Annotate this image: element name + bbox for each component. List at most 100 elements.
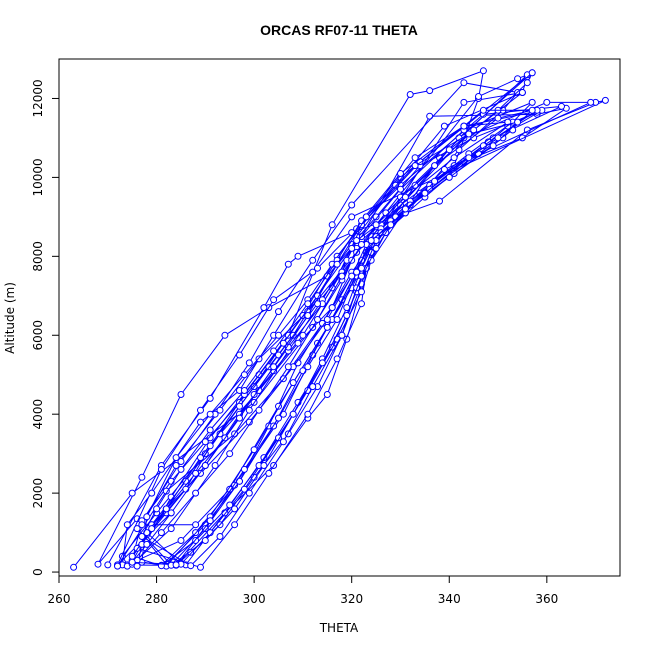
data-point xyxy=(338,272,346,280)
data-point xyxy=(475,93,482,100)
data-point xyxy=(289,379,297,387)
y-tick-label: 2000 xyxy=(31,478,45,509)
x-tick-label: 320 xyxy=(340,592,363,606)
data-point xyxy=(514,75,522,83)
data-point xyxy=(323,316,331,323)
x-tick-label: 360 xyxy=(535,592,558,606)
series-7 xyxy=(128,118,522,569)
data-point xyxy=(245,359,253,367)
data-point xyxy=(216,406,224,414)
data-point xyxy=(318,359,326,367)
data-point xyxy=(431,177,439,185)
data-point xyxy=(445,146,453,154)
chart-title: ORCAS RF07-11 THETA xyxy=(260,22,418,38)
y-tick-label: 4000 xyxy=(31,399,45,430)
data-point xyxy=(362,213,370,221)
data-point xyxy=(494,114,502,122)
data-point xyxy=(192,521,200,529)
data-point xyxy=(411,154,419,162)
data-point xyxy=(206,517,214,525)
data-point xyxy=(528,69,536,77)
data-point xyxy=(601,96,609,104)
data-point xyxy=(143,540,151,548)
data-point xyxy=(426,87,434,95)
data-point xyxy=(372,221,380,229)
data-point xyxy=(460,98,468,106)
x-tick-label: 340 xyxy=(438,592,461,606)
data-point xyxy=(358,288,365,296)
y-axis-label: Altitude (m) xyxy=(3,282,17,354)
data-point xyxy=(436,197,443,205)
data-point xyxy=(216,533,224,540)
y-tick-label: 6000 xyxy=(31,320,45,351)
data-point xyxy=(206,434,214,442)
data-point xyxy=(397,185,404,193)
data-point xyxy=(284,363,292,371)
data-point xyxy=(187,562,195,570)
data-point xyxy=(333,355,341,363)
data-point xyxy=(255,406,263,414)
data-point xyxy=(358,300,365,308)
data-point xyxy=(309,268,317,276)
data-point xyxy=(275,331,282,339)
data-point xyxy=(260,304,268,312)
data-point xyxy=(518,89,526,96)
data-point xyxy=(294,252,302,260)
data-point xyxy=(460,79,468,87)
data-point xyxy=(172,454,180,462)
data-point xyxy=(421,189,429,197)
data-point xyxy=(314,264,321,272)
data-point xyxy=(323,323,331,331)
data-point xyxy=(304,300,312,308)
data-point xyxy=(236,351,243,359)
data-point xyxy=(138,473,146,481)
data-point xyxy=(206,426,214,434)
data-point xyxy=(445,173,453,181)
data-point xyxy=(172,462,180,469)
data-point xyxy=(406,91,414,98)
data-point xyxy=(348,213,356,221)
data-point xyxy=(192,469,200,477)
data-point xyxy=(128,489,136,497)
data-point xyxy=(148,489,156,497)
data-point xyxy=(440,122,448,130)
y-axis: 0 2000 4000 6000 8000 10000 12000 xyxy=(31,79,60,576)
data-point xyxy=(114,562,121,570)
data-point xyxy=(201,537,209,544)
data-point xyxy=(279,438,287,446)
data-point xyxy=(284,260,292,268)
data-point xyxy=(197,454,204,462)
data-point xyxy=(197,406,204,414)
x-axis: 260 280 300 320 340 360 xyxy=(48,575,558,606)
series-line xyxy=(131,121,520,566)
data-point xyxy=(328,304,336,312)
data-point xyxy=(333,260,341,268)
data-point xyxy=(70,563,78,571)
data-point xyxy=(401,205,409,213)
data-point xyxy=(192,489,200,497)
data-point xyxy=(353,268,361,276)
data-point xyxy=(587,98,595,106)
x-tick-label: 300 xyxy=(243,592,266,606)
data-point xyxy=(231,521,239,529)
data-point xyxy=(211,462,219,469)
data-point xyxy=(397,170,404,177)
data-point xyxy=(138,521,146,529)
y-tick-label: 8000 xyxy=(31,241,45,272)
data-point xyxy=(470,134,478,142)
data-point xyxy=(187,548,195,556)
data-point xyxy=(94,560,102,568)
data-point xyxy=(275,414,282,422)
series-layer xyxy=(70,67,609,571)
data-point xyxy=(201,525,209,533)
data-point xyxy=(328,221,336,229)
data-point xyxy=(240,465,248,473)
data-point xyxy=(558,102,565,110)
data-point xyxy=(523,79,531,87)
x-axis-label: THETA xyxy=(319,621,359,635)
x-tick-label: 260 xyxy=(48,592,71,606)
data-point xyxy=(167,525,175,533)
data-point xyxy=(528,98,536,106)
data-point xyxy=(265,469,273,477)
